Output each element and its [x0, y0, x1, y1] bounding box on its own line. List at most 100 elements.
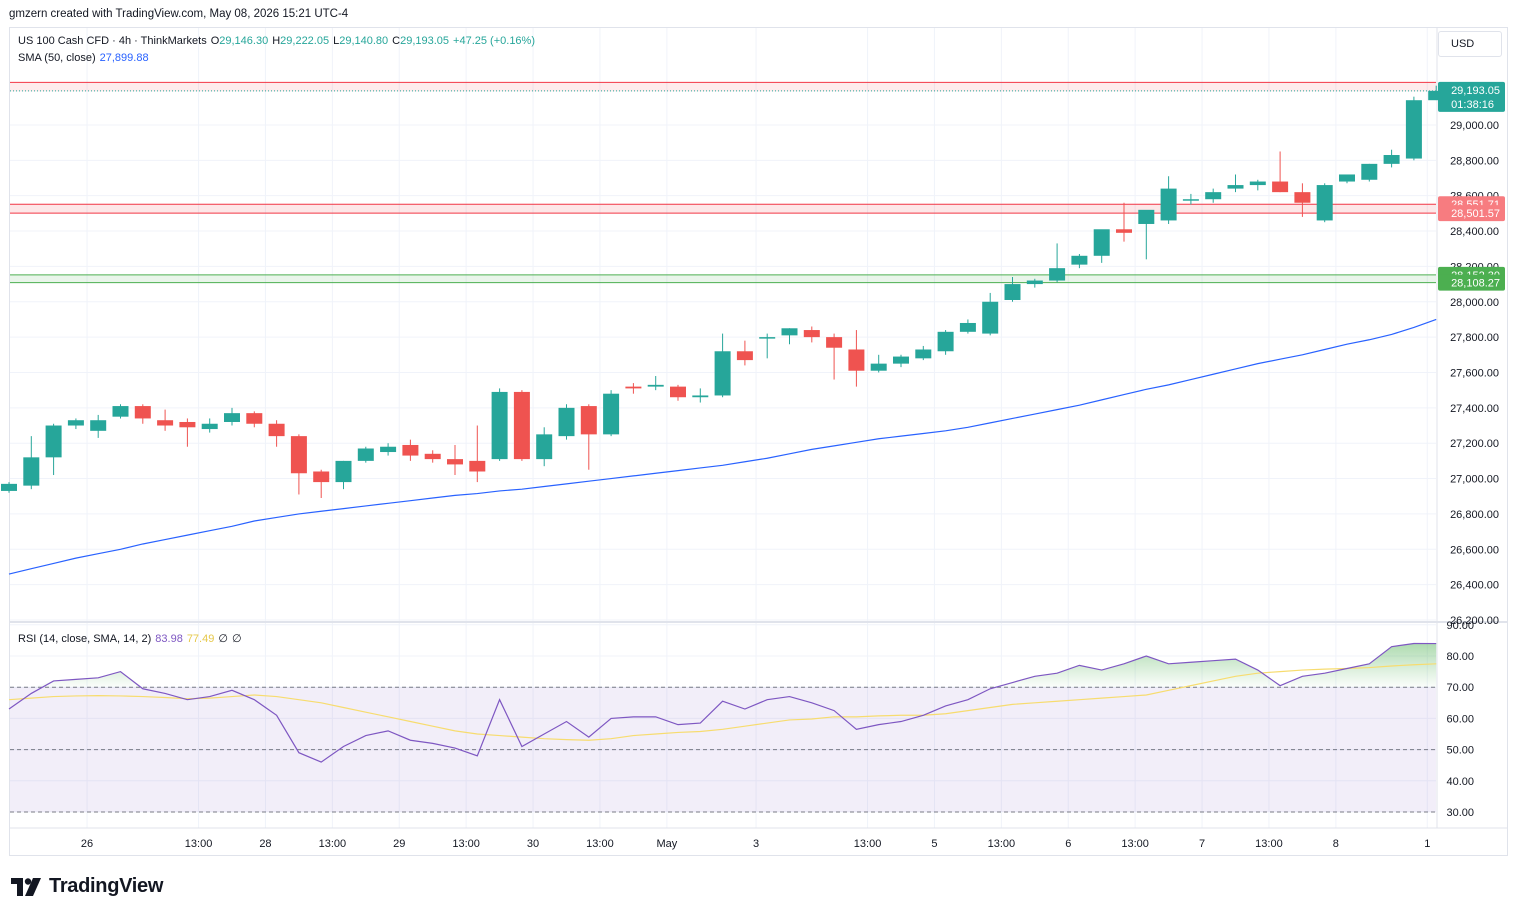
time-tick-label: 30: [527, 838, 539, 850]
candle-body: [1249, 181, 1266, 186]
candle-body: [1093, 229, 1110, 256]
candle-body: [224, 413, 240, 422]
candle-body: [380, 446, 397, 453]
change-value: +47.25 (+0.16%): [453, 35, 535, 47]
time-tick-label: 3: [753, 838, 759, 850]
candle-up: [1049, 243, 1066, 283]
candle-up: [1339, 174, 1355, 184]
candle-body: [692, 395, 709, 398]
candle-body: [1339, 174, 1355, 182]
price-tick-label: 26,600.00: [1450, 544, 1499, 556]
price-tick-label: 28,800.00: [1450, 155, 1499, 167]
candle-down: [1116, 202, 1132, 242]
candle-body: [1227, 185, 1244, 189]
price-tick-label: 27,600.00: [1450, 367, 1499, 379]
price-tick-label: 28,000.00: [1450, 297, 1499, 309]
candle-up: [558, 404, 575, 440]
candle-up: [1428, 85, 1445, 101]
time-tick-label: 13:00: [1121, 838, 1149, 850]
candle-down: [447, 444, 463, 476]
candle-up: [982, 292, 999, 336]
candle-body: [357, 448, 374, 461]
time-tick-label: 5: [931, 838, 937, 850]
rsi-overbought-fill: [9, 643, 1437, 688]
candle-up: [1004, 277, 1021, 302]
rsi-label[interactable]: RSI (14, close, SMA, 14, 2): [18, 633, 152, 645]
candle-body: [402, 444, 419, 456]
candle-up: [1, 482, 17, 493]
price-tick-label: 27,800.00: [1450, 332, 1499, 344]
candle-body: [424, 453, 441, 460]
candle-up: [759, 333, 776, 359]
candle-up: [380, 443, 397, 456]
tradingview-logo-icon: [11, 877, 41, 896]
candle-up: [1316, 183, 1333, 223]
time-tick-label: 13:00: [319, 838, 347, 850]
time-tick-label: 28: [259, 838, 271, 850]
time-tick-label: May: [656, 838, 677, 850]
candle-body: [491, 391, 508, 460]
candle-up: [1249, 179, 1266, 191]
candle-body: [759, 337, 776, 339]
candle-up: [1071, 254, 1088, 269]
sma-legend[interactable]: SMA (50, close) 27,899.88: [18, 52, 153, 64]
time-tick-label: 13:00: [452, 838, 480, 850]
chart-frame: [9, 27, 1508, 856]
candle-body: [915, 349, 932, 359]
rsi-line: [8, 642, 1437, 763]
candle-body: [1361, 163, 1378, 180]
candle-up: [335, 460, 352, 490]
candle-up: [937, 330, 954, 355]
candle-body: [201, 423, 218, 430]
candle-down: [157, 409, 174, 431]
price-tick-label: 27,000.00: [1450, 474, 1499, 486]
resistance-zone: [10, 204, 1436, 214]
candle-body: [1138, 209, 1155, 224]
sma-label[interactable]: SMA (50, close): [18, 52, 96, 64]
support-zone: [10, 274, 1436, 283]
candle-up: [357, 446, 374, 463]
sma-value: 27,899.88: [99, 52, 149, 64]
candle-body: [268, 423, 285, 437]
candle-body: [447, 459, 463, 465]
low-label: L: [333, 35, 340, 47]
time-tick-label: 13:00: [1255, 838, 1283, 850]
candle-up: [714, 333, 731, 398]
symbol-name[interactable]: US 100 Cash CFD · 4h · ThinkMarkets: [18, 35, 207, 47]
candle-down: [134, 404, 151, 424]
candle-up: [647, 376, 664, 391]
rsi-legend[interactable]: RSI (14, close, SMA, 14, 2) 83.98 77.49 ∅ ∅: [18, 632, 246, 645]
resistance-bottom-tag-bg: [1438, 205, 1505, 222]
time-axis: 42613:002813:002913:003013:00May313:0051…: [81, 838, 1430, 850]
tradingview-logo[interactable]: TradingView: [11, 875, 163, 898]
candle-body: [959, 322, 976, 332]
candle-body: [736, 351, 753, 361]
high-label: H: [272, 35, 281, 47]
candle-body: [1405, 100, 1422, 159]
candle-body: [179, 421, 196, 428]
resistance-bottom-tag: 28,501.57: [1438, 205, 1505, 222]
candle-up: [1383, 149, 1400, 168]
candle-body: [1049, 268, 1066, 281]
rsi-value: 83.98: [155, 633, 183, 645]
candle-down: [313, 469, 330, 499]
candle-up: [959, 319, 976, 334]
rsi-band-background: [10, 687, 1436, 812]
candle-body: [848, 349, 865, 371]
countdown-text: 01:38:16: [1451, 99, 1494, 111]
candle-down: [290, 434, 307, 495]
candle-body: [1205, 192, 1222, 200]
currency-selector[interactable]: USD: [1438, 31, 1502, 57]
candle-down: [670, 384, 686, 401]
sma-layer: [8, 318, 1437, 575]
time-tick-label: 8: [1333, 838, 1339, 850]
time-tick-label: 13:00: [185, 838, 213, 850]
candle-up: [692, 388, 709, 403]
high-value: 29,222.05: [280, 35, 330, 47]
resistance-band: [10, 82, 1436, 92]
candle-down: [736, 340, 753, 366]
candle-body: [23, 457, 40, 486]
candle-up: [781, 328, 798, 345]
symbol-legend[interactable]: US 100 Cash CFD · 4h · ThinkMarkets O29,1…: [18, 35, 539, 47]
